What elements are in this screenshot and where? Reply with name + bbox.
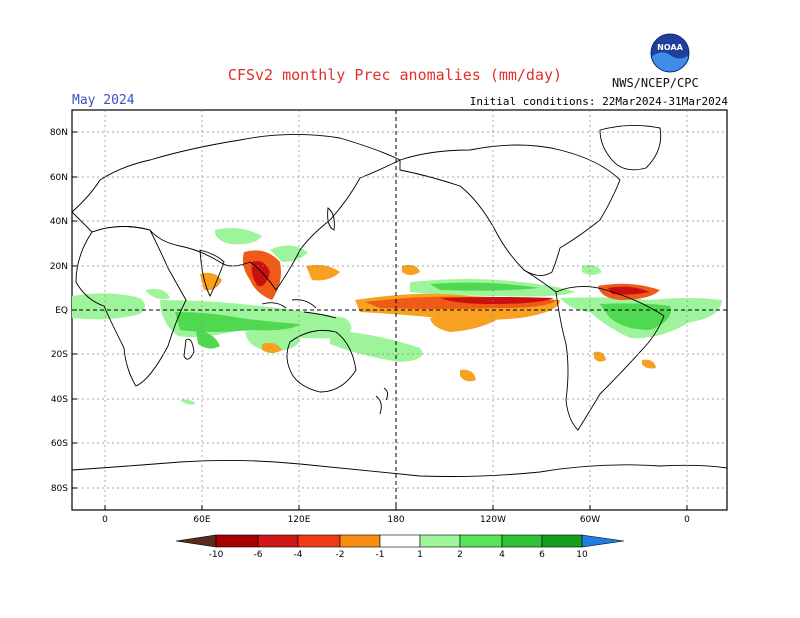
lat-label: 60N <box>50 173 68 183</box>
dry-anomaly-area <box>430 315 500 332</box>
colorbar-bin <box>419 534 461 548</box>
dry-anomaly-area <box>440 297 554 304</box>
dry-anomaly-area <box>402 264 420 275</box>
colorbar-bin <box>215 534 259 548</box>
wet-anomaly-area <box>270 245 308 262</box>
continent-antarctica <box>72 459 727 477</box>
colorbar-cap-high <box>581 534 625 548</box>
dry-anomaly-area <box>460 369 476 382</box>
colorbar-cap-low <box>175 534 217 548</box>
wet-anomaly-area <box>180 399 196 405</box>
wet-anomaly-area <box>245 331 300 352</box>
lon-label: 180 <box>387 515 404 525</box>
ticks <box>72 131 688 510</box>
islands-maritime <box>261 299 337 319</box>
lon-label: 0 <box>684 515 690 525</box>
lat-label: 40S <box>51 395 68 405</box>
colorbar-label: -2 <box>336 550 345 560</box>
colorbar-bin <box>459 534 503 548</box>
island-madagascar <box>183 338 195 360</box>
island-greenland <box>599 125 662 171</box>
colorbar-labels: -10 -6 -4 -2 -1 1 2 4 6 10 <box>209 550 588 560</box>
wet-anomaly-area <box>582 264 602 275</box>
lon-label: 0 <box>102 515 108 525</box>
colorbar-bin <box>501 534 543 548</box>
colorbar-bin <box>541 534 583 548</box>
island-new-zealand <box>375 387 389 415</box>
reference-lines <box>72 110 727 510</box>
lat-label: 20S <box>51 350 68 360</box>
dry-anomaly-area <box>306 264 340 281</box>
dry-anomaly-area <box>200 272 222 291</box>
peninsula-india <box>199 249 225 298</box>
coastlines <box>72 125 727 477</box>
map-title: CFSv2 monthly Prec anomalies (mm/day) <box>227 66 563 84</box>
logo-text: NOAA <box>657 43 683 52</box>
wet-anomaly-area <box>330 330 423 362</box>
colorbar-label: -1 <box>376 550 385 560</box>
wet-anomaly-area <box>72 293 145 320</box>
colorbar-label: 6 <box>539 550 545 560</box>
continent-south-america <box>555 286 665 431</box>
continent-australia <box>286 329 357 393</box>
colorbar-label: 2 <box>457 550 463 560</box>
colorbar-label: -4 <box>294 550 303 560</box>
colorbar-label: 4 <box>499 550 505 560</box>
wet-anomaly-area <box>214 228 262 245</box>
wet-anomaly-area <box>145 289 170 299</box>
lon-label: 120W <box>480 515 506 525</box>
initial-conditions: Initial conditions: 22Mar2024-31Mar2024 <box>469 95 728 108</box>
colorbar-label: 10 <box>576 550 588 560</box>
colorbar <box>175 534 625 548</box>
colorbar-bin <box>339 534 381 548</box>
continent-eurasia <box>72 133 402 291</box>
colorbar-bin <box>297 534 341 548</box>
lat-label: 80S <box>51 484 68 494</box>
lon-labels: 0 60E 120E 180 120W 60W 0 <box>102 515 690 525</box>
noaa-logo: NOAA <box>650 33 690 77</box>
colorbar-bin <box>257 534 299 548</box>
lat-label: 60S <box>51 439 68 449</box>
valid-month: May 2024 <box>72 93 135 108</box>
dry-anomaly-area <box>262 342 282 353</box>
continent-north-america <box>399 144 621 276</box>
isthmus-central-america <box>523 269 557 293</box>
lat-label: 80N <box>50 128 68 138</box>
wet-anomaly-area <box>430 282 540 291</box>
dry-anomaly-area <box>608 286 650 295</box>
colorbar-label: -10 <box>209 550 224 560</box>
lon-label: 60E <box>193 515 210 525</box>
colorbar-bin <box>379 534 421 548</box>
continent-africa <box>75 226 187 387</box>
colorbar-label: 1 <box>417 550 423 560</box>
colorbar-label: -6 <box>254 550 263 560</box>
island-japan <box>327 207 335 231</box>
wet-anomaly-area <box>175 312 300 332</box>
dry-anomaly-area <box>642 359 656 369</box>
wet-anomaly-area <box>196 330 220 349</box>
lat-label: EQ <box>55 306 68 316</box>
lon-label: 60W <box>580 515 600 525</box>
lon-label: 120E <box>288 515 311 525</box>
agency-label: NWS/NCEP/CPC <box>612 76 699 90</box>
lat-labels: 80N 60N 40N 20N EQ 20S 40S 60S 80S <box>50 128 68 494</box>
lat-label: 20N <box>50 262 68 272</box>
lat-label: 40N <box>50 217 68 227</box>
